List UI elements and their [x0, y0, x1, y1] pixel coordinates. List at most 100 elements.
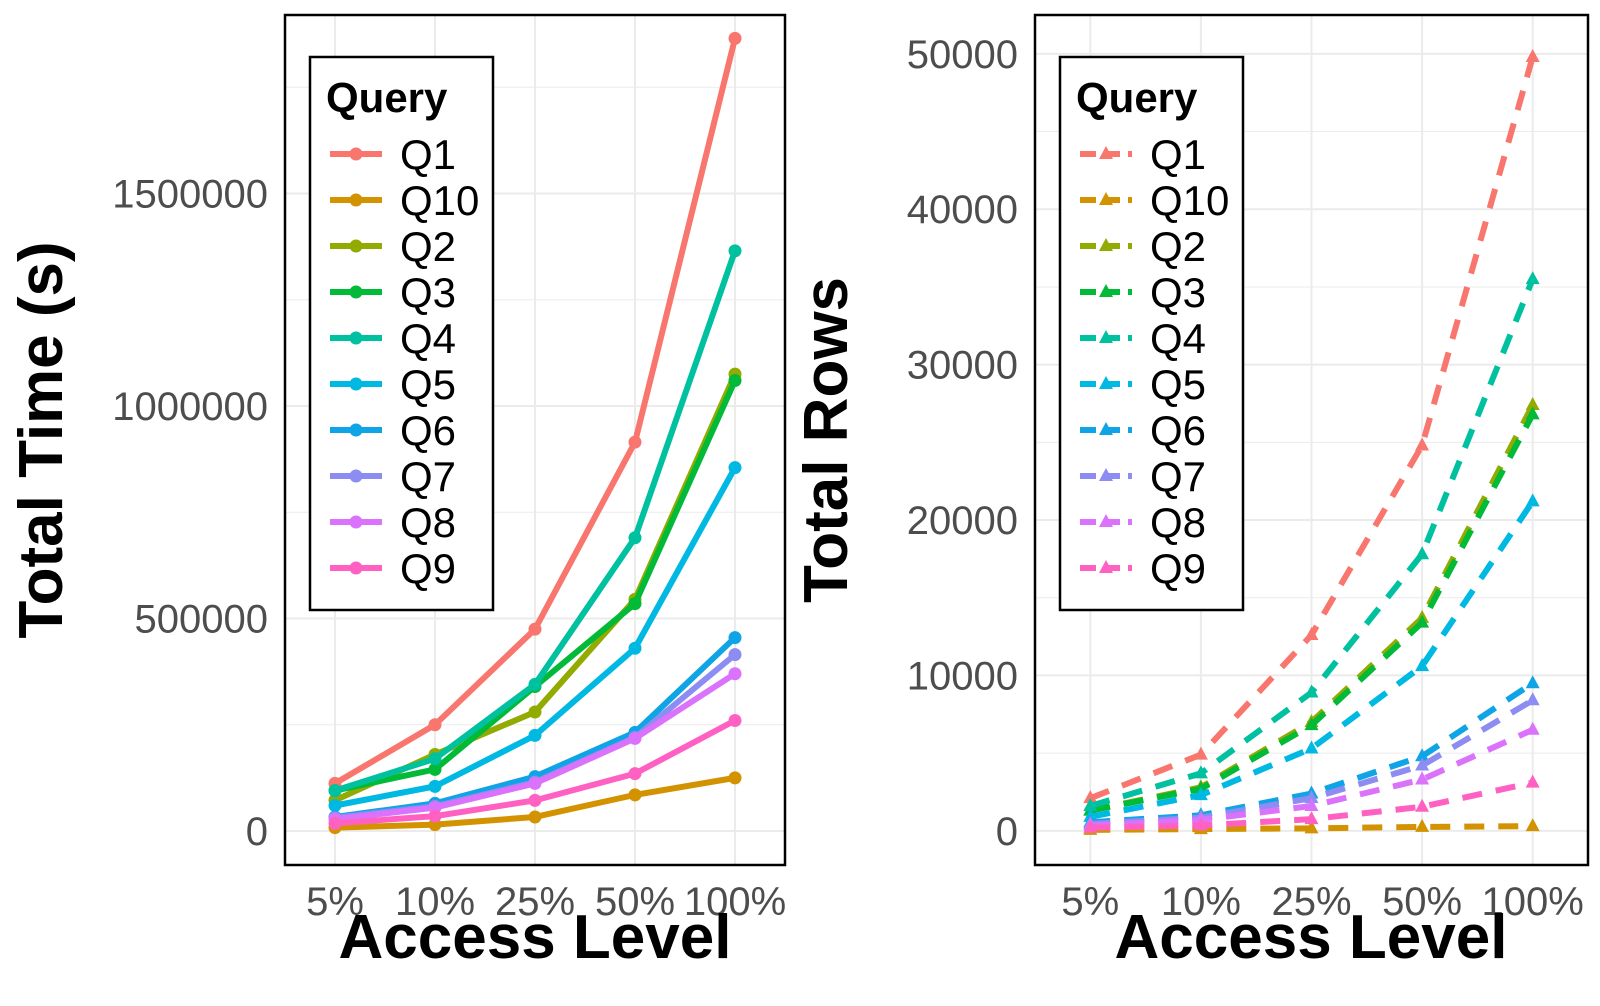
legend-marker: [349, 193, 363, 207]
data-point: [428, 809, 442, 823]
y-tick-label: 20000: [907, 499, 1018, 543]
legend-label-q6: Q6: [1150, 407, 1206, 454]
data-point: [728, 374, 742, 387]
data-point: [628, 597, 642, 611]
data-point: [728, 648, 742, 662]
y-axis-title: Total Time (s): [7, 241, 76, 638]
rows-panel: 0 10000 20000 30000 40000 50000 5% 10% 25% 50% 100…: [792, 13, 1590, 972]
data-point: [1415, 546, 1430, 560]
x-tick-label: 50%: [595, 880, 675, 924]
legend-label-q7: Q7: [400, 453, 456, 500]
legend-marker: [349, 239, 363, 253]
legend-label-q2: Q2: [1150, 223, 1206, 270]
legend-label-q5: Q5: [1150, 361, 1206, 408]
data-point: [528, 793, 542, 807]
y-tick-label: 0: [246, 810, 268, 854]
data-point: [1193, 787, 1208, 801]
x-axis-title: Access Level: [339, 903, 732, 972]
data-point: [1304, 684, 1319, 698]
data-point: [328, 784, 342, 798]
legend-marker: [349, 515, 363, 529]
data-point: [1083, 790, 1098, 804]
panel-border: [1033, 13, 1590, 867]
data-point: [1193, 817, 1208, 831]
data-point: [1525, 493, 1540, 507]
data-point: [1415, 614, 1430, 628]
y-tick-label: 10000: [907, 654, 1018, 698]
legend-label-q3: Q3: [1150, 269, 1206, 316]
data-point: [628, 731, 642, 745]
data-point: [528, 677, 542, 691]
y-tick-label: 30000: [907, 344, 1018, 388]
legend-marker: [349, 331, 363, 345]
data-point: [628, 435, 642, 449]
data-point: [428, 762, 442, 776]
y-tick-label: 0: [996, 810, 1018, 854]
data-point: [728, 771, 742, 785]
data-point: [528, 705, 542, 719]
x-tick-label: 10%: [1161, 880, 1241, 924]
legend-marker: [1099, 330, 1113, 343]
data-point: [1083, 819, 1098, 833]
legend-label-q10: Q10: [400, 177, 479, 224]
data-point: [1415, 757, 1430, 771]
data-point: [428, 752, 442, 766]
legend-label-q7: Q7: [1150, 453, 1206, 500]
y-tick-label: 50000: [907, 33, 1018, 77]
x-tick-label: 25%: [1271, 880, 1351, 924]
data-point: [728, 631, 742, 645]
data-point: [1083, 797, 1098, 811]
legend-label-q6: Q6: [400, 407, 456, 454]
data-point: [628, 531, 642, 545]
legend-marker: [349, 469, 363, 483]
legend-marker: [349, 561, 363, 575]
data-point: [1525, 675, 1540, 689]
legend-label-q5: Q5: [400, 361, 456, 408]
legend-marker: [1099, 192, 1113, 205]
data-point: [1304, 820, 1319, 834]
legend-marker: [1099, 468, 1113, 481]
y-tick-label: 1000000: [112, 385, 268, 429]
x-tick-label: 100%: [1482, 880, 1584, 924]
x-tick-label: 100%: [684, 880, 786, 924]
data-point: [728, 461, 742, 475]
legend-label-q9: Q9: [400, 545, 456, 592]
legend-label-q8: Q8: [400, 499, 456, 546]
legend-marker: [1099, 146, 1113, 159]
data-point: [1415, 771, 1430, 785]
data-point: [1525, 774, 1540, 788]
data-point: [328, 799, 342, 812]
legend-marker: [1099, 560, 1113, 573]
series-group: [1083, 48, 1540, 835]
legend-title: Query: [326, 74, 448, 121]
legend-box: [1058, 55, 1245, 612]
data-point: [1415, 437, 1430, 451]
y-tick-label: 1500000: [112, 173, 268, 217]
legend-marker: [1099, 514, 1113, 527]
data-point: [1525, 271, 1540, 285]
data-point: [328, 816, 342, 830]
x-tick-label: 5%: [1061, 880, 1119, 924]
data-point: [528, 810, 542, 824]
data-point: [628, 641, 642, 655]
data-point: [728, 667, 742, 681]
legend-marker: [1099, 422, 1113, 435]
data-point: [1525, 721, 1540, 735]
y-tick-label: 500000: [135, 598, 268, 642]
data-point: [1525, 397, 1540, 411]
data-point: [1525, 48, 1540, 62]
time-panel: 0 500000 1000000 1500000 5% 10% 25% 50% 100%Acce…: [7, 13, 787, 972]
data-point: [1525, 692, 1540, 706]
data-point: [1415, 658, 1430, 672]
legend-label-q4: Q4: [1150, 315, 1206, 362]
legend-label-q2: Q2: [400, 223, 456, 270]
legend-marker: [349, 423, 363, 437]
data-point: [1304, 717, 1319, 731]
legend-box: [308, 55, 495, 612]
data-point: [528, 776, 542, 790]
data-point: [528, 622, 542, 636]
legend-marker: [349, 147, 363, 161]
series-group: [328, 31, 742, 835]
data-point: [1304, 797, 1319, 811]
legend-label-q8: Q8: [1150, 499, 1206, 546]
